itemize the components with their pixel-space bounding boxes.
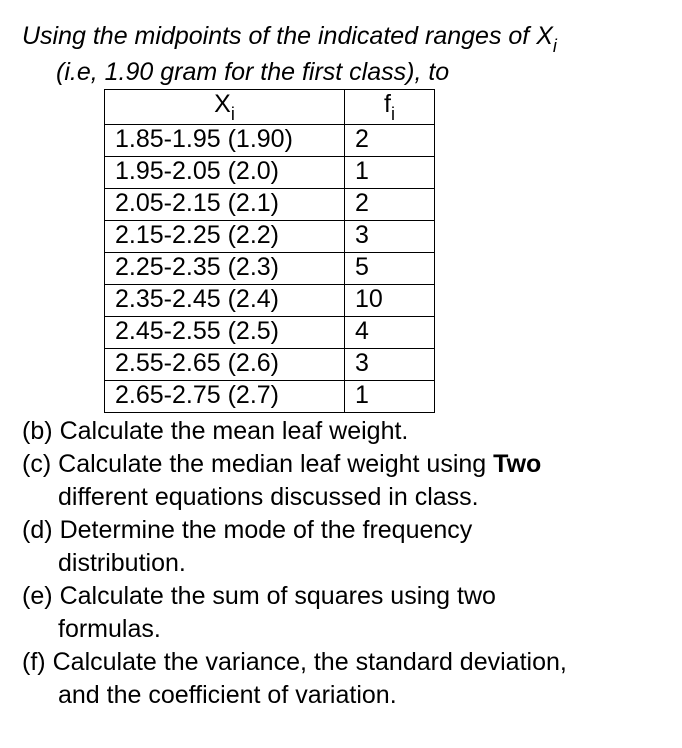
q-d-label: (d) [22, 514, 60, 547]
q-e-text: Calculate the sum of squares using two [60, 580, 660, 613]
table-row: 2.05-2.15 (2.1)2 [105, 188, 435, 220]
cell-f: 1 [345, 156, 435, 188]
table-header-row: Xi fi [105, 89, 435, 124]
header-x: Xi [105, 89, 345, 124]
table-row: 2.15-2.25 (2.2)3 [105, 220, 435, 252]
table-row: 2.35-2.45 (2.4)10 [105, 284, 435, 316]
table-row: 2.55-2.65 (2.6)3 [105, 348, 435, 380]
question-d: (d) Determine the mode of the frequency [22, 514, 660, 547]
q-d-text: Determine the mode of the frequency [60, 514, 660, 547]
intro-sub-i: i [553, 36, 557, 56]
q-f-text: Calculate the variance, the standard dev… [53, 646, 660, 679]
cell-f: 1 [345, 380, 435, 412]
cell-x: 2.65-2.75 (2.7) [105, 380, 345, 412]
question-b: (b) Calculate the mean leaf weight. [22, 415, 660, 448]
header-f-sub: i [391, 104, 395, 124]
frequency-table: Xi fi 1.85-1.95 (1.90)21.95-2.05 (2.0)12… [104, 89, 435, 413]
q-c-bold: Two [493, 450, 541, 478]
intro-line2: (i.e, 1.90 gram for the first class), to [22, 56, 660, 89]
q-c-line1: Calculate the median leaf weight using T… [58, 448, 660, 481]
question-e: (e) Calculate the sum of squares using t… [22, 580, 660, 613]
intro-line1-pre: Using the midpoints of the indicated ran… [22, 22, 553, 50]
table-row: 2.25-2.35 (2.3)5 [105, 252, 435, 284]
question-f: (f) Calculate the variance, the standard… [22, 646, 660, 679]
cell-x: 2.35-2.45 (2.4) [105, 284, 345, 316]
cell-x: 2.05-2.15 (2.1) [105, 188, 345, 220]
cell-x: 2.25-2.35 (2.3) [105, 252, 345, 284]
cell-f: 2 [345, 124, 435, 156]
q-b-text: Calculate the mean leaf weight. [60, 415, 660, 448]
cell-x: 2.45-2.55 (2.5) [105, 316, 345, 348]
q-d-cont: distribution. [22, 547, 660, 580]
header-x-sub: i [231, 104, 235, 124]
intro-line1: Using the midpoints of the indicated ran… [22, 20, 660, 56]
header-f: fi [345, 89, 435, 124]
cell-x: 1.95-2.05 (2.0) [105, 156, 345, 188]
q-e-label: (e) [22, 580, 60, 613]
cell-f: 3 [345, 348, 435, 380]
cell-x: 2.15-2.25 (2.2) [105, 220, 345, 252]
header-f-symbol: f [384, 90, 391, 118]
cell-f: 5 [345, 252, 435, 284]
cell-f: 2 [345, 188, 435, 220]
table-row: 2.65-2.75 (2.7)1 [105, 380, 435, 412]
cell-x: 2.55-2.65 (2.6) [105, 348, 345, 380]
cell-f: 4 [345, 316, 435, 348]
table-row: 2.45-2.55 (2.5)4 [105, 316, 435, 348]
questions-section: (b) Calculate the mean leaf weight. (c) … [22, 415, 660, 712]
q-e-cont: formulas. [22, 613, 660, 646]
table-container: Xi fi 1.85-1.95 (1.90)21.95-2.05 (2.0)12… [22, 89, 660, 413]
question-c: (c) Calculate the median leaf weight usi… [22, 448, 660, 481]
header-x-symbol: X [214, 90, 231, 118]
q-c-cont: different equations discussed in class. [22, 481, 660, 514]
q-c-label: (c) [22, 448, 58, 481]
table-row: 1.85-1.95 (1.90)2 [105, 124, 435, 156]
cell-f: 3 [345, 220, 435, 252]
q-f-cont: and the coefficient of variation. [22, 679, 660, 712]
q-f-label: (f) [22, 646, 53, 679]
intro-text: Using the midpoints of the indicated ran… [22, 20, 660, 89]
q-c-text1: Calculate the median leaf weight using [58, 450, 493, 478]
q-b-label: (b) [22, 415, 60, 448]
cell-x: 1.85-1.95 (1.90) [105, 124, 345, 156]
table-body: 1.85-1.95 (1.90)21.95-2.05 (2.0)12.05-2.… [105, 124, 435, 412]
cell-f: 10 [345, 284, 435, 316]
table-row: 1.95-2.05 (2.0)1 [105, 156, 435, 188]
